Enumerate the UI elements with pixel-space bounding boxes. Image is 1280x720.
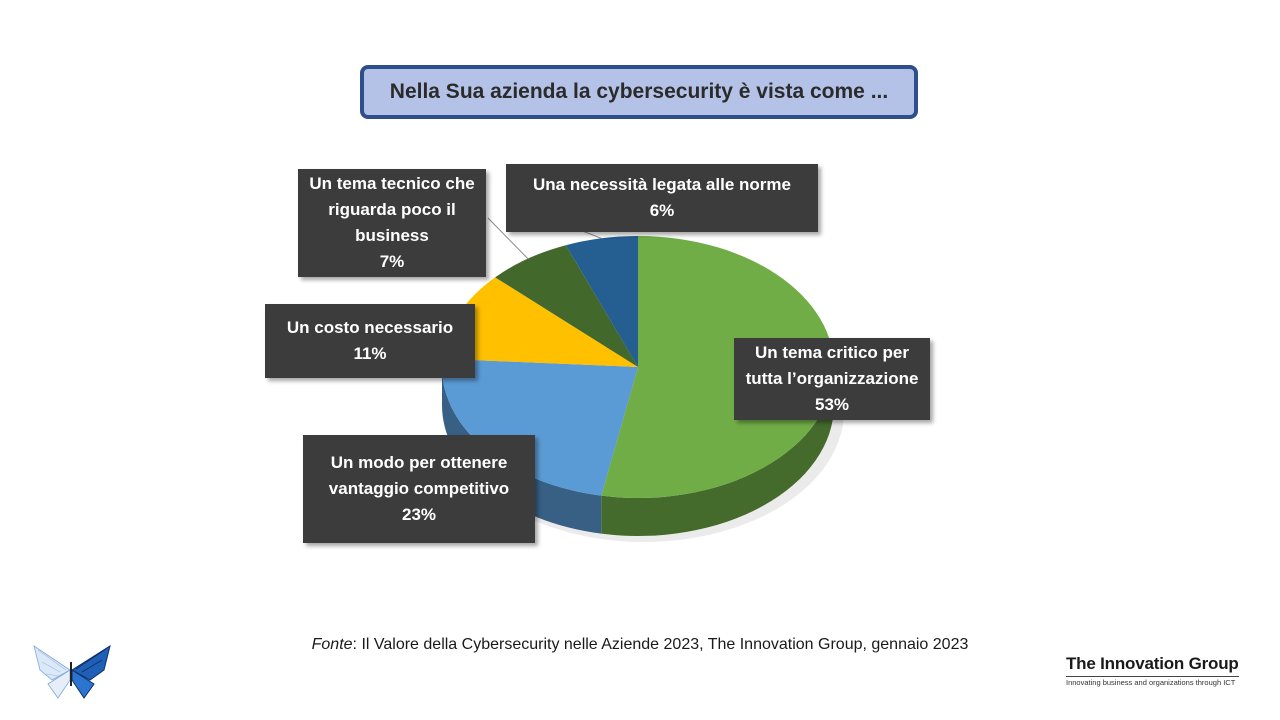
slice-label-vantaggio: Un modo per ottenere vantaggio competiti… [303, 435, 535, 543]
slice-label-costo: Un costo necessario 11% [265, 304, 475, 378]
leader-line-3 [487, 217, 529, 260]
slice-label-critico: Un tema critico per tutta l’organizzazio… [734, 338, 930, 420]
source-prefix: Fonte [311, 636, 353, 653]
chart-title: Nella Sua azienda la cybersecurity è vis… [360, 65, 918, 119]
pie-side-0 [601, 367, 834, 536]
slice-label-norme: Una necessità legata alle norme 6% [506, 164, 818, 232]
pie-slice-2 [442, 277, 638, 367]
brand-tagline: Innovating business and organizations th… [1066, 676, 1239, 687]
pie-slice-0 [601, 236, 834, 498]
slice-label-tecnico: Un tema tecnico che riguarda poco il bus… [298, 169, 486, 277]
source-text: : Il Valore della Cybersecurity nelle Az… [352, 636, 969, 653]
brand-logo: The Innovation Group Innovating business… [1066, 654, 1239, 687]
butterfly-icon [33, 644, 111, 699]
pie-slice-4 [565, 236, 638, 367]
pie-slice-3 [495, 245, 638, 367]
pie-side-1 [442, 367, 602, 534]
source-note: Fonte: Il Valore della Cybersecurity nel… [0, 636, 1280, 654]
pie-slice-1 [442, 358, 638, 496]
brand-name: The Innovation Group [1066, 654, 1239, 673]
